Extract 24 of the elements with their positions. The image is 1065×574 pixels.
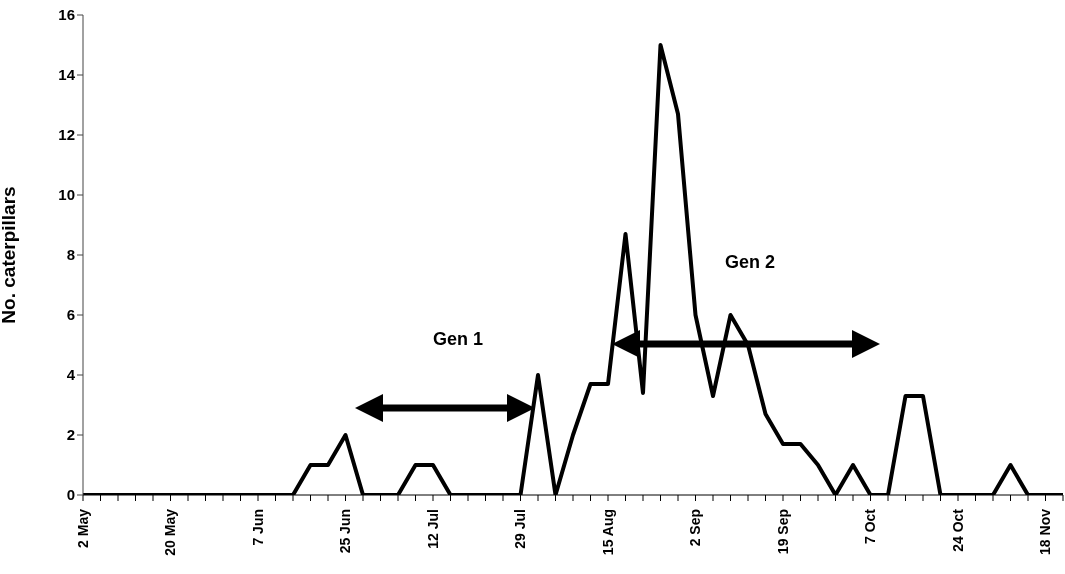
x-tick-label: 25 Jun: [337, 509, 354, 554]
x-tick-label: 2 Sep: [687, 509, 704, 547]
y-tick-label: 6: [66, 306, 75, 324]
y-tick-label: 16: [58, 6, 75, 24]
annotation: Gen 1: [432, 329, 484, 349]
x-tick-label: 7 Oct: [862, 508, 879, 545]
y-tick-label: 8: [66, 246, 75, 264]
x-tick-label: 19 Sep: [774, 509, 791, 555]
x-tick-label: 2 May: [74, 508, 91, 548]
y-tick-label: 0: [66, 486, 75, 504]
x-tick-label: 7 Jun: [249, 509, 266, 546]
y-axis-title: No. caterpillars: [0, 186, 19, 324]
x-tick-label: 18 Nov: [1037, 508, 1054, 555]
x-tick-label: 29 Jul: [512, 509, 529, 549]
x-tick-label: 12 Jul: [424, 509, 441, 549]
x-tick-label: 24 Oct: [949, 508, 966, 552]
y-tick-label: 12: [58, 126, 75, 144]
x-tick-label: 15 Aug: [599, 509, 616, 556]
annotation: Gen 2: [724, 252, 776, 272]
y-tick-label: 10: [58, 186, 75, 204]
y-tick-label: 4: [66, 366, 76, 384]
x-tick-label: 20 May: [162, 508, 179, 556]
y-tick-label: 14: [58, 66, 76, 84]
y-tick-label: 2: [66, 426, 75, 444]
